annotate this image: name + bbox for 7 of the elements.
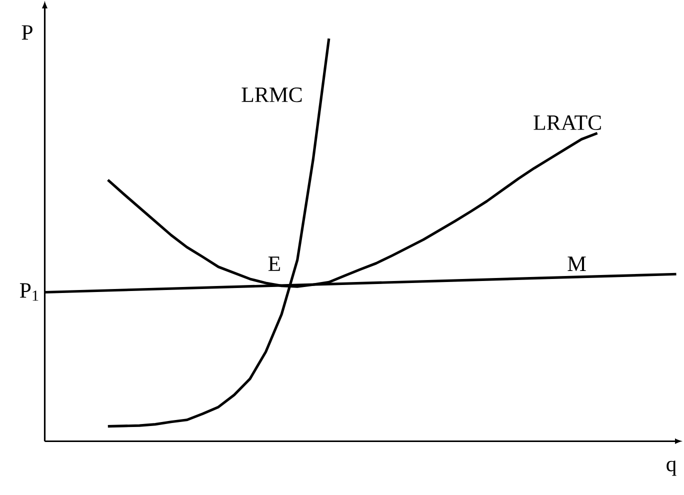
text: P$_{1}$: [20, 283, 38, 301]
x-axis-title: q: [666, 460, 676, 476]
y-axis-title: P: [22, 25, 32, 40]
annotation: E: [268, 256, 280, 271]
series-label: M: [568, 256, 586, 271]
series-label: LRMC: [242, 88, 302, 102]
series-label: LRATC: [534, 115, 601, 130]
